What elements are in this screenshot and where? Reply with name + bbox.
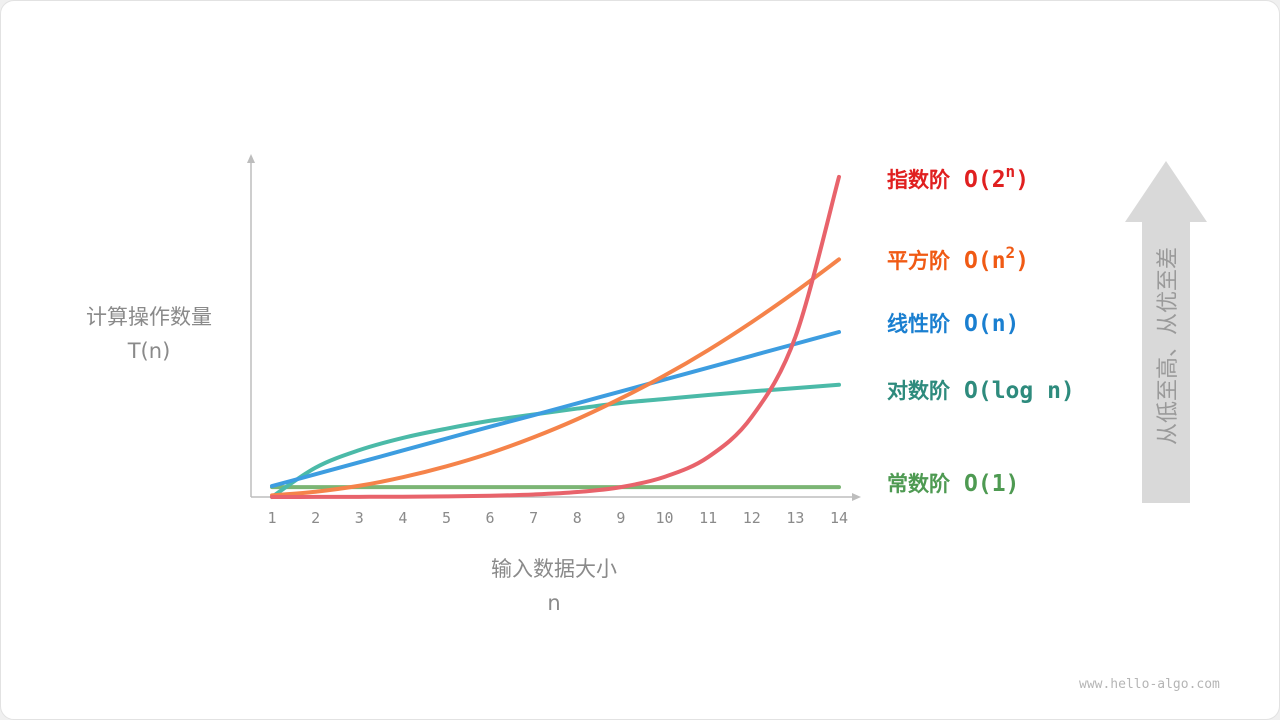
legend-notation: O(n)	[964, 311, 1020, 337]
x-tick-label: 3	[355, 509, 364, 527]
legend-linear: 线性阶 O(n)	[887, 308, 1019, 338]
legend-sup: n	[1005, 162, 1016, 181]
x-tick-label: 7	[529, 509, 538, 527]
legend-name: 常数阶	[887, 472, 950, 496]
x-tick-label: 6	[486, 509, 495, 527]
x-tick-label: 8	[573, 509, 582, 527]
y-axis-label: 计算操作数量	[86, 305, 212, 329]
legend-logarithmic: 对数阶 O(log n)	[887, 375, 1075, 405]
legend-exponential: 指数阶 O(2n)	[887, 162, 1030, 193]
order-arrow	[1125, 161, 1207, 503]
legend-notation: O(n	[964, 248, 1006, 274]
x-axis-label: 输入数据大小	[491, 557, 617, 581]
legend-name: 对数阶	[887, 379, 950, 403]
x-tick-label: 4	[398, 509, 407, 527]
arrow-label: 从低至高、从优至差	[1156, 246, 1181, 446]
y-axis-arrowhead	[247, 154, 255, 163]
legend-constant: 常数阶 O(1)	[887, 468, 1019, 498]
x-axis-arrowhead	[852, 493, 861, 501]
x-tick-label: 2	[311, 509, 320, 527]
x-tick-label: 14	[830, 509, 848, 527]
legend-sup: 2	[1005, 243, 1016, 262]
legend-notation: O(1)	[964, 471, 1020, 497]
legend-name: 线性阶	[887, 312, 950, 336]
x-tick-label: 10	[656, 509, 674, 527]
series-line-ologn	[270, 382, 841, 499]
legend-notation: O(2	[964, 167, 1006, 193]
watermark: www.hello-algo.com	[1079, 677, 1220, 692]
arrow-shape	[1125, 161, 1207, 503]
x-tick-label: 1	[267, 509, 276, 527]
x-axis-symbol: n	[547, 591, 561, 615]
x-tick-label: 9	[616, 509, 625, 527]
legend-name: 平方阶	[887, 249, 950, 273]
x-tick-labels: 1 2 3 4 5 6 7 8 9 10 11 12 13 14	[267, 509, 848, 527]
x-tick-label: 11	[699, 509, 717, 527]
axes	[247, 154, 861, 501]
legend-quadratic: 平方阶 O(n2)	[887, 243, 1030, 274]
series-lines	[270, 174, 841, 499]
x-tick-label: 5	[442, 509, 451, 527]
legend-notation: O(log n)	[964, 378, 1075, 404]
series-line-on	[270, 330, 841, 489]
series-line-o2n	[270, 174, 841, 499]
y-axis-symbol: T(n)	[127, 339, 171, 363]
series-line-on2	[270, 257, 841, 498]
legend-name: 指数阶	[887, 168, 950, 192]
x-tick-label: 13	[786, 509, 804, 527]
x-tick-label: 12	[743, 509, 761, 527]
